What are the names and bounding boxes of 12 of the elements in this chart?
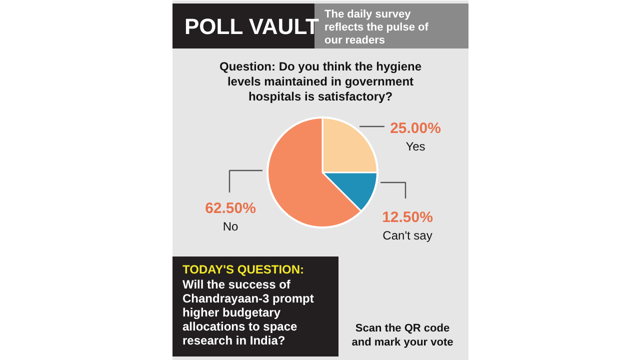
- slice-label: No: [222, 220, 238, 234]
- data-label: 62.50%: [205, 200, 256, 217]
- text: Scan the QR code and mark your vote: [352, 322, 454, 348]
- text: Will the success of Chandrayaan-3 prompt higher budgetary allocations to space research in India?: [182, 278, 314, 348]
- chart-subtitle: The daily survey reflects the pulse of our readers: [324, 8, 429, 46]
- slice-label: Can't say: [382, 228, 432, 242]
- data-label: 12.50%: [382, 209, 433, 226]
- text: Question: Do you think the hygiene levels maintained in government hospitals is satisfactory?: [219, 60, 422, 104]
- slice-label: Yes: [406, 140, 426, 154]
- chart-title: POLL VAULT: [184, 14, 320, 39]
- data-label: 25.00%: [390, 120, 441, 137]
- text: TODAY'S QUESTION:: [182, 262, 304, 276]
